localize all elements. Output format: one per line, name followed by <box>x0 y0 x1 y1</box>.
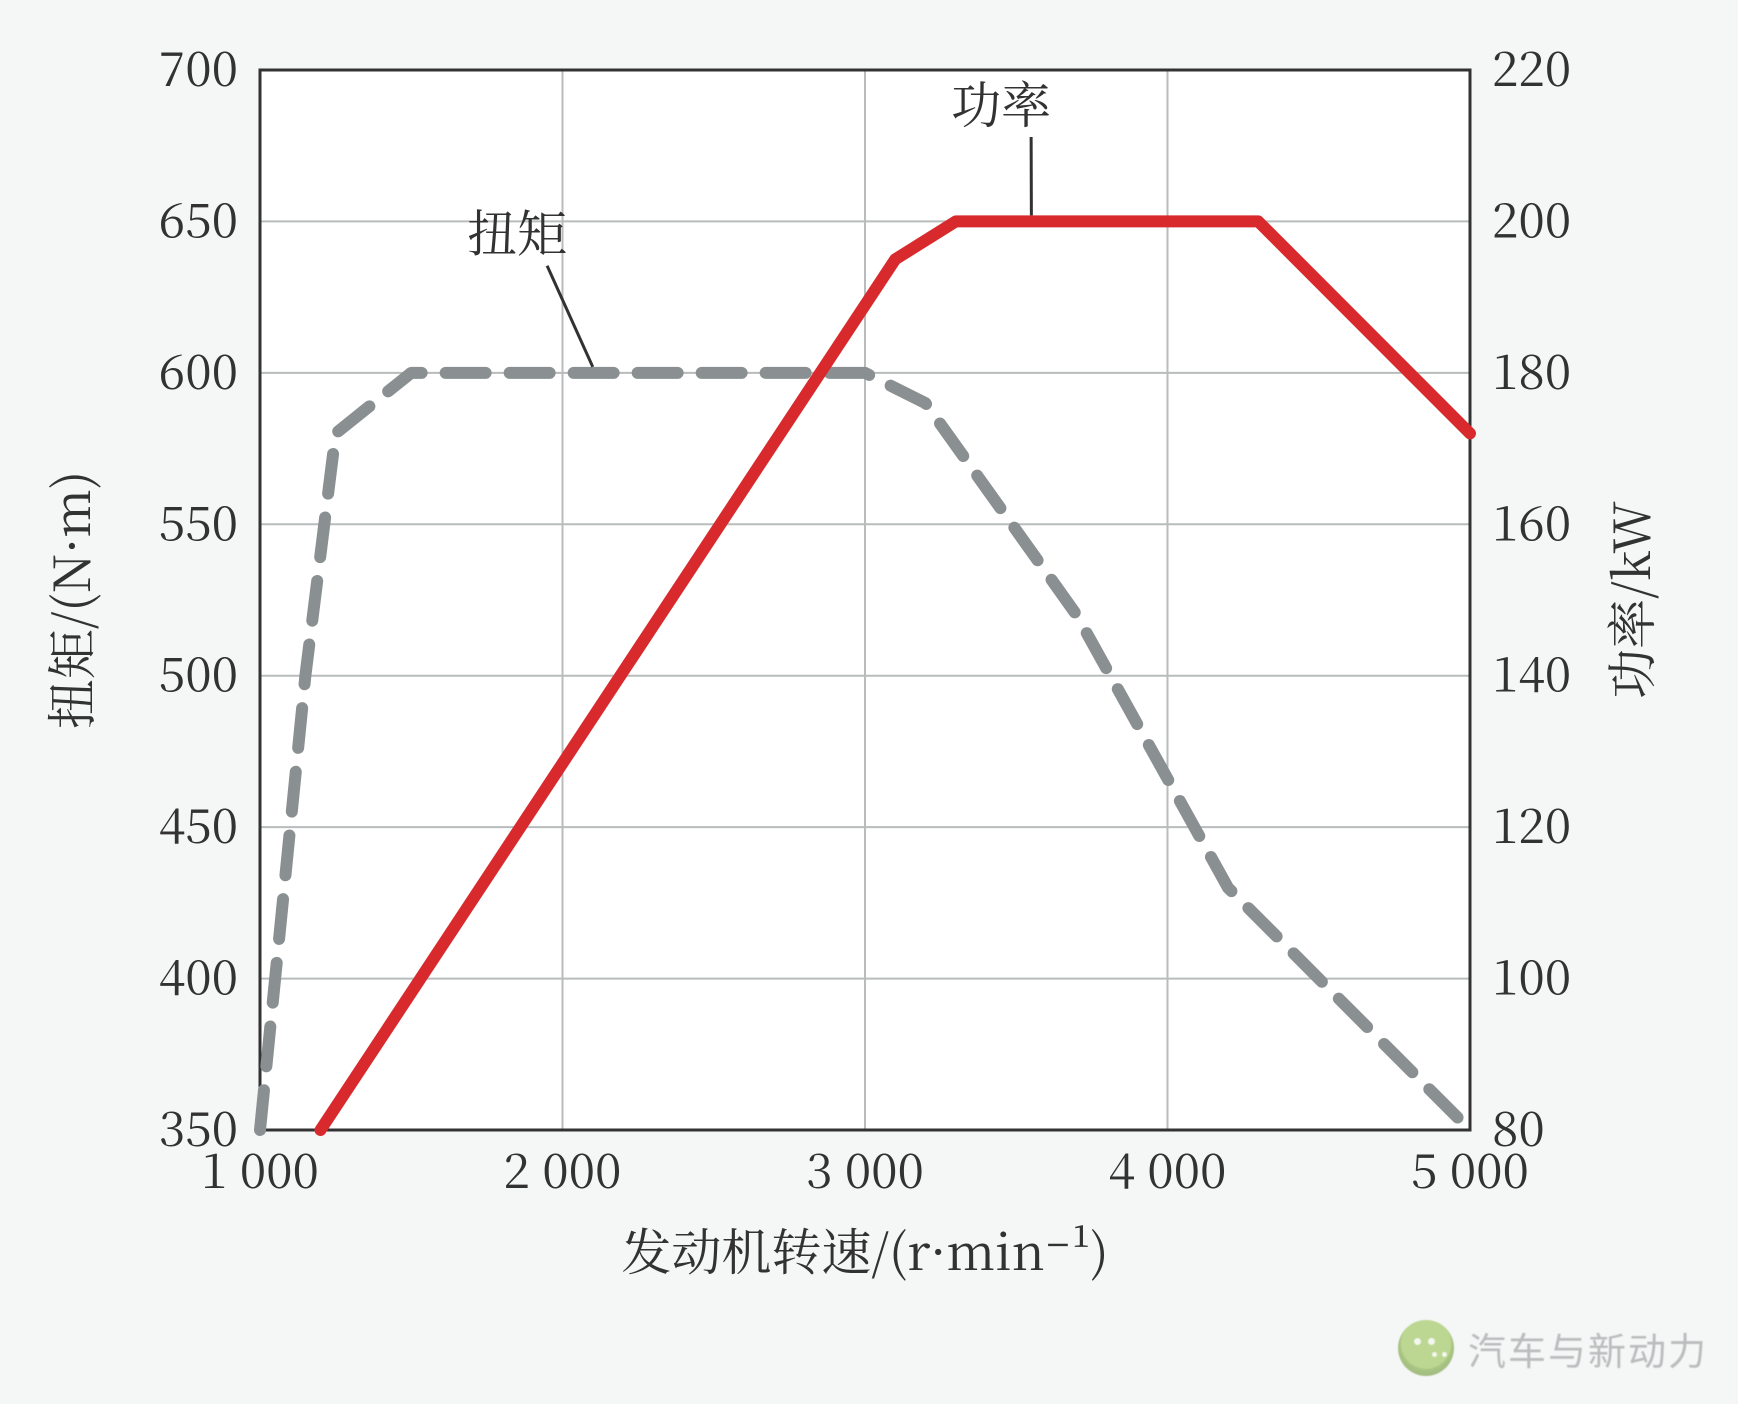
yleft-tick-label: 400 <box>159 940 238 1009</box>
yright-tick-label: 180 <box>1492 334 1571 403</box>
x-axis-label: 发动机转速/(r·min⁻¹) <box>621 1213 1108 1285</box>
yleft-tick-label: 700 <box>159 31 238 100</box>
yleft-axis-label: 扭矩/(N·m) <box>33 471 105 729</box>
wechat-icon <box>1398 1320 1454 1376</box>
x-tick-label: 3 000 <box>806 1133 924 1202</box>
yright-tick-label: 220 <box>1492 31 1571 100</box>
yright-tick-label: 160 <box>1492 485 1571 554</box>
yleft-tick-label: 500 <box>159 637 238 706</box>
yright-tick-label: 100 <box>1492 940 1571 1009</box>
x-tick-label: 4 000 <box>1109 1133 1227 1202</box>
yright-tick-label: 140 <box>1492 637 1571 706</box>
watermark-text: 汽车与新动力 <box>1468 1321 1708 1376</box>
power-label: 功率 <box>951 66 1051 138</box>
yleft-tick-label: 350 <box>159 1091 238 1160</box>
yright-tick-label: 80 <box>1492 1091 1545 1160</box>
yright-tick-label: 200 <box>1492 182 1571 251</box>
engine-chart: 1 0002 0003 0004 0005 000350400450500550… <box>0 0 1738 1404</box>
torque-label: 扭矩 <box>467 195 567 267</box>
yleft-tick-label: 550 <box>159 485 238 554</box>
yleft-tick-label: 600 <box>159 334 238 403</box>
watermark: 汽车与新动力 <box>1398 1320 1708 1376</box>
yleft-tick-label: 450 <box>159 788 238 857</box>
yright-tick-label: 120 <box>1492 788 1571 857</box>
yleft-tick-label: 650 <box>159 182 238 251</box>
x-tick-label: 2 000 <box>504 1133 622 1202</box>
yright-axis-label: 功率/kW <box>1593 501 1665 699</box>
